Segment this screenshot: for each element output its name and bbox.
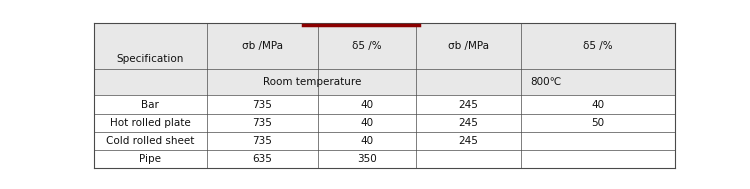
Text: δ5 /%: δ5 /% [352, 41, 382, 51]
Bar [207, 132, 317, 150]
Text: 40: 40 [360, 118, 374, 128]
Bar [94, 132, 207, 150]
Bar [416, 114, 521, 132]
Text: σb /MPa: σb /MPa [242, 41, 283, 51]
Text: 735: 735 [252, 136, 272, 146]
Text: 245: 245 [459, 118, 478, 128]
Bar [94, 95, 207, 114]
Text: 50: 50 [592, 118, 604, 128]
Text: Pipe: Pipe [140, 154, 161, 164]
Text: σb /MPa: σb /MPa [448, 41, 489, 51]
Bar [207, 95, 317, 114]
Text: 800℃: 800℃ [530, 77, 561, 87]
Bar [207, 69, 317, 95]
Bar [317, 23, 416, 69]
Text: Specification: Specification [117, 54, 184, 64]
Bar [521, 132, 675, 150]
Bar [207, 150, 317, 168]
Text: δ5 /%: δ5 /% [584, 41, 613, 51]
Text: Room temperature: Room temperature [262, 77, 361, 87]
Bar [317, 132, 416, 150]
Bar [416, 69, 521, 95]
Text: 40: 40 [592, 100, 604, 110]
Bar [520, 69, 522, 95]
Bar [317, 150, 416, 168]
Bar [521, 150, 675, 168]
Bar [521, 95, 675, 114]
Bar [317, 114, 416, 132]
Bar [316, 69, 319, 95]
Bar [521, 69, 675, 95]
Bar [94, 23, 207, 69]
Text: 40: 40 [360, 136, 374, 146]
Bar [416, 23, 521, 69]
Text: 40: 40 [360, 100, 374, 110]
Bar [207, 114, 317, 132]
Text: 635: 635 [252, 154, 272, 164]
Text: Hot rolled plate: Hot rolled plate [110, 118, 190, 128]
Bar [207, 23, 317, 69]
Text: 350: 350 [357, 154, 376, 164]
Bar [521, 23, 675, 69]
Bar [521, 114, 675, 132]
Bar [317, 69, 416, 95]
Bar [94, 69, 207, 95]
Bar [416, 132, 521, 150]
Bar [94, 150, 207, 168]
Text: 735: 735 [252, 118, 272, 128]
Bar [416, 95, 521, 114]
Text: 245: 245 [459, 100, 478, 110]
Text: 245: 245 [459, 136, 478, 146]
Bar [317, 95, 416, 114]
Bar [94, 114, 207, 132]
Text: Cold rolled sheet: Cold rolled sheet [106, 136, 194, 146]
Text: 735: 735 [252, 100, 272, 110]
Text: Bar: Bar [142, 100, 159, 110]
Bar [416, 150, 521, 168]
